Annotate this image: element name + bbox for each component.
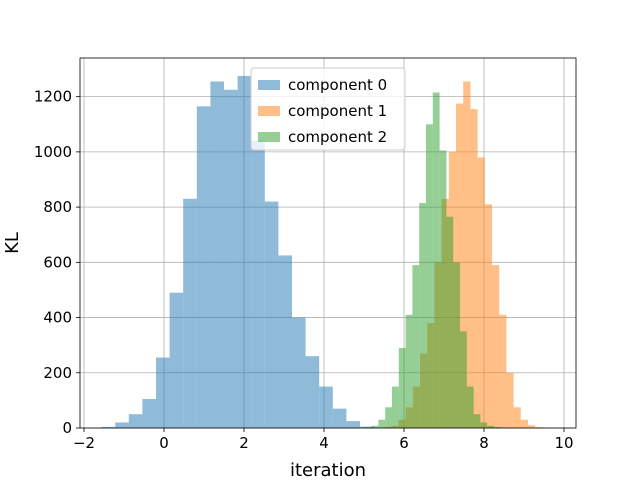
histogram-bar (466, 386, 474, 428)
histogram-bar (506, 372, 514, 428)
histogram-bar (487, 425, 494, 428)
histogram-bar (499, 314, 507, 428)
series-2 (364, 92, 501, 429)
y-tick-label: 200 (43, 364, 72, 382)
histogram-bar (484, 204, 492, 428)
histogram-bar (319, 386, 333, 428)
histogram-bar (196, 106, 211, 428)
legend-label: component 2 (288, 128, 387, 146)
histogram-bar (371, 425, 379, 428)
histogram-bar (453, 262, 460, 428)
histogram-bar (470, 109, 478, 428)
plot-frame (79, 57, 577, 429)
y-tick-label: 600 (43, 253, 72, 271)
histogram-bar (169, 292, 184, 428)
legend-label: component 0 (288, 76, 387, 94)
histogram-bar (494, 427, 501, 428)
histogram-bar (264, 201, 279, 428)
histogram-bar (332, 408, 347, 428)
histogram-bar (278, 255, 292, 428)
y-axis-label: KL (2, 232, 23, 254)
x-axis-label: iteration (290, 460, 366, 480)
histogram-bar (477, 157, 485, 428)
y-tick-label: 1000 (34, 143, 72, 161)
histogram-bar (142, 399, 156, 428)
x-tick-label: 4 (319, 434, 329, 452)
histogram-bar (528, 425, 536, 428)
histogram-bar (520, 419, 528, 428)
histogram-bar (412, 265, 420, 428)
histogram-bar (385, 407, 392, 428)
y-tick-label: 400 (43, 309, 72, 327)
x-tick-label: −2 (73, 434, 95, 452)
y-tick-label: 1200 (34, 88, 72, 106)
histogram-bar (115, 422, 129, 428)
y-tick-label: 800 (43, 198, 72, 216)
legend-swatch (258, 132, 280, 142)
histogram-bar (460, 331, 467, 428)
histogram-bar (378, 419, 386, 428)
y-tick-label: 0 (62, 419, 72, 437)
x-tick-label: 0 (159, 434, 169, 452)
histogram-bar (224, 89, 238, 429)
x-tick-label: 6 (399, 434, 409, 452)
bars (101, 75, 557, 429)
histogram-bar (480, 422, 488, 428)
histogram-bar (305, 356, 320, 428)
x-tick-label: 2 (239, 434, 249, 452)
legend-swatch (258, 106, 280, 116)
histogram-bar (346, 421, 360, 428)
histogram-bar (426, 124, 433, 429)
histogram-bar (535, 427, 543, 428)
histogram-bar (251, 140, 265, 428)
histogram-bar (128, 414, 143, 428)
histogram-bar (101, 426, 116, 428)
histogram-bar (237, 75, 252, 429)
histogram-bar (473, 414, 481, 428)
histogram-bar (439, 150, 447, 428)
histogram-bar (398, 347, 406, 428)
histogram-bar (210, 81, 224, 428)
histogram-bar (364, 427, 372, 428)
histogram-bar (513, 407, 521, 428)
histogram-bar (446, 216, 454, 428)
legend-box (250, 67, 406, 151)
histogram-bar (392, 386, 399, 428)
histogram-bar (463, 81, 471, 428)
x-tick-label: 10 (554, 434, 573, 452)
histogram-bar (405, 314, 413, 428)
histogram-bar (292, 317, 306, 428)
x-tick-label: 8 (479, 434, 489, 452)
histogram-bar (492, 265, 500, 428)
legend: component 0 component 1 component 2 (250, 67, 406, 151)
histogram-bar (156, 357, 170, 428)
legend-swatch (258, 80, 280, 90)
histogram-bar (432, 92, 440, 428)
histogram-bar (183, 198, 197, 428)
series-0 (101, 75, 374, 429)
legend-label: component 1 (288, 102, 387, 120)
histogram-bar (419, 202, 426, 428)
